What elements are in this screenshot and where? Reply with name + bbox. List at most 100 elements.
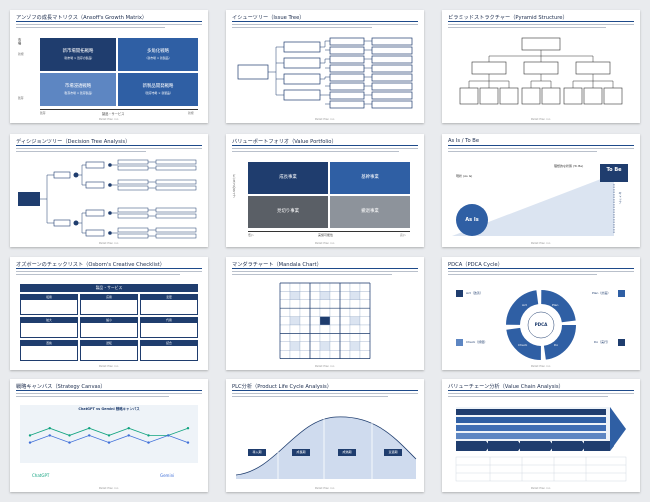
slide-pdca[interactable]: PDCA（PDCA Cycle） PDCA Act Plan Do Check … [442,257,640,370]
canvas-panel [20,405,198,463]
mandala-cell [279,282,291,292]
to-be-label: To Be [606,166,622,173]
mandala-cell [349,324,361,334]
data-point [167,434,170,437]
mandala-cell [359,350,371,359]
data-point [186,427,190,430]
slide-ansoff[interactable]: アンゾフの成長マトリクス（Ansoff's Growth Matrix） 市場 … [10,10,208,123]
description-lines [232,148,418,156]
mandala-cell [349,341,361,351]
slide-mandala-chart[interactable]: マンダラチャート（Mandala Chart） Pallet Plan inc. [226,257,424,370]
matrix-cell-market-development: 新市場開拓戦略 （新市場 × 既存の製品） [40,38,116,71]
checklist-item: 拡大 [20,317,78,338]
slide-footer: Pallet Plan inc. [314,486,336,490]
mandala-cell [309,282,321,292]
slide-as-is-to-be[interactable]: As Is / To Be As Is To Be 現状 (As Is) 理想的… [442,134,640,247]
slide-footer: Pallet Plan inc. [98,117,120,121]
checklist-item: 結合 [140,340,198,361]
issue-tree-diagram [237,37,413,109]
axis-x-label: 製品・サービス [102,112,125,116]
title-divider [16,21,202,22]
plc-curve [235,409,417,479]
mandala-cell [309,299,321,309]
mandala-cell [319,350,331,359]
portfolio-cell-growth: 成長事業 [248,162,328,194]
phase-plan: Plan [552,303,559,307]
phase-do: Do [554,343,559,347]
slide-footer: Pallet Plan inc. [530,486,552,490]
mandala-cell [349,350,361,359]
mandala-cell [299,316,311,326]
side-label-plan: Plan（計画） [592,291,611,295]
ideal-state-label: 理想的な状態 (To Be) [554,164,584,168]
description-lines [448,393,634,401]
axis-y-label: ビジネスのタイプ [232,174,236,198]
phase-act: Act [522,303,527,307]
title-divider [448,268,634,269]
checklist-center-banner: 製品・サービス [20,284,198,292]
slide-grid: アンゾフの成長マトリクス（Ansoff's Growth Matrix） 市場 … [10,10,640,492]
description-lines [16,148,202,156]
mandala-cell [299,333,311,342]
matrix-cell-diversification: 多角化戦略 （新市場 × 新製品） [118,38,198,71]
mandala-cell [309,341,321,351]
mandala-cell [279,291,291,300]
mandala-cell [289,350,301,359]
slide-osborn-checklist[interactable]: オズボーンのチェックリスト（Osborn's Creative Checklis… [10,257,208,370]
title-divider [232,145,418,146]
checklist-item: 縮小 [80,317,138,338]
mandala-cell [329,341,341,351]
mandala-cell [319,308,331,317]
data-point [107,441,111,444]
slide-value-portfolio[interactable]: バリューポートフォリオ（Value Portfolio） ビジネスのタイプ 成長… [226,134,424,247]
mandala-cell [319,333,331,342]
mandala-cell [339,291,351,300]
mandala-cell [289,324,301,334]
mandala-cell [329,308,341,317]
portfolio-cell-cutoff: 見切り事業 [248,196,328,228]
slide-strategy-canvas[interactable]: 戦略キャンバス（Strategy Canvas） ChatGPT vs Gemi… [10,379,208,492]
portfolio-cell-exit: 撤退事業 [330,196,410,228]
mandala-cell [309,350,321,359]
slide-value-chain[interactable]: バリューチェーン分析（Value Chain Analysis） Pallet … [442,379,640,492]
title-divider [16,390,202,391]
title-divider [232,390,418,391]
mandala-cell [289,308,301,317]
slide-title: バリューチェーン分析（Value Chain Analysis） [448,384,564,390]
matrix-cell-market-penetration: 市場浸透戦略 （既存市場 × 既存製品） [40,73,116,106]
axis-y-existing: 既存 [18,96,24,100]
pdca-center-label: PDCA [534,322,548,328]
mandala-cell [329,350,341,359]
slide-plc-analysis[interactable]: PLC分析（Product Life Cycle Analysis） 導入期 成… [226,379,424,492]
slide-decision-tree[interactable]: ディシジョンツリー（Decision Tree Analysis） Pallet… [10,134,208,247]
mandala-cell [289,282,301,292]
axis-x-high: 高い [400,233,406,237]
mandala-cell [279,324,291,334]
title-divider [448,145,634,146]
mandala-cell [299,282,311,292]
slide-issue-tree[interactable]: イシューツリー（Issue Tree） Pallet Plan inc. [226,10,424,123]
mandala-cell [339,316,351,326]
slide-pyramid-structure[interactable]: ピラミッドストラクチャー（Pyramid Structure） Pallet P… [442,10,640,123]
slide-title: アンゾフの成長マトリクス（Ansoff's Growth Matrix） [16,15,148,21]
description-lines [16,271,202,279]
description-lines [448,148,634,156]
matrix-cell-product-development: 新製品開発戦略 （既存市場 × 新製品） [118,73,198,106]
checklist-item: 逆転 [80,340,138,361]
mandala-cell [349,308,361,317]
portfolio-cell-core: 基幹事業 [330,162,410,194]
mandala-cell [309,333,321,342]
mandala-cell [359,341,371,351]
mandala-cell [279,299,291,309]
mandala-cell [359,324,371,334]
mandala-cell [339,299,351,309]
data-point [28,434,32,437]
data-point [147,434,150,437]
slide-footer: Pallet Plan inc. [98,364,120,368]
mandala-cell [299,291,311,300]
mandala-cell [349,333,361,342]
legend-gemini: Gemini [160,473,175,478]
mandala-cell [279,350,291,359]
slide-footer: Pallet Plan inc. [98,241,120,245]
mandala-cell [289,316,301,326]
